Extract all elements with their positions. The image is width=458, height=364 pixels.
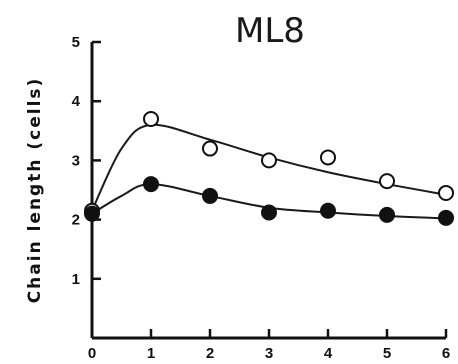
x-tick-label: 5 xyxy=(383,345,391,362)
data-point-filled xyxy=(143,176,159,193)
data-point-open xyxy=(143,110,159,127)
data-point-filled xyxy=(438,209,454,226)
data-point-filled xyxy=(261,204,277,221)
data-point-filled xyxy=(320,202,336,219)
y-tick-label: 2 xyxy=(72,212,80,229)
data-point-filled xyxy=(379,206,395,223)
x-tick-label: 3 xyxy=(265,345,273,362)
y-tick-label: 5 xyxy=(72,34,80,51)
x-tick-label: 2 xyxy=(206,345,214,362)
x-tick-label: 6 xyxy=(442,345,450,362)
x-tick-label: 4 xyxy=(324,345,333,362)
y-axis-label: Chain length (cells) xyxy=(25,77,45,304)
series-markers xyxy=(84,110,454,226)
data-point-open xyxy=(261,152,277,169)
y-tick-label: 4 xyxy=(72,93,81,110)
data-point-filled xyxy=(84,205,100,222)
data-point-open xyxy=(438,184,454,201)
series-curves xyxy=(91,123,447,220)
x-tick-label: 0 xyxy=(88,345,96,362)
axes xyxy=(90,40,448,340)
chart-title: ML8 xyxy=(235,11,305,51)
data-point-open xyxy=(379,173,395,190)
y-tick-label: 1 xyxy=(72,271,80,288)
data-point-open xyxy=(320,149,336,166)
x-tick-label: 1 xyxy=(147,345,155,362)
y-tick-label: 3 xyxy=(72,152,80,169)
data-point-filled xyxy=(202,187,218,204)
tick-labels: 1 2 3 4 5 0 1 2 3 4 5 6 xyxy=(72,34,451,362)
data-point-open xyxy=(202,140,218,157)
